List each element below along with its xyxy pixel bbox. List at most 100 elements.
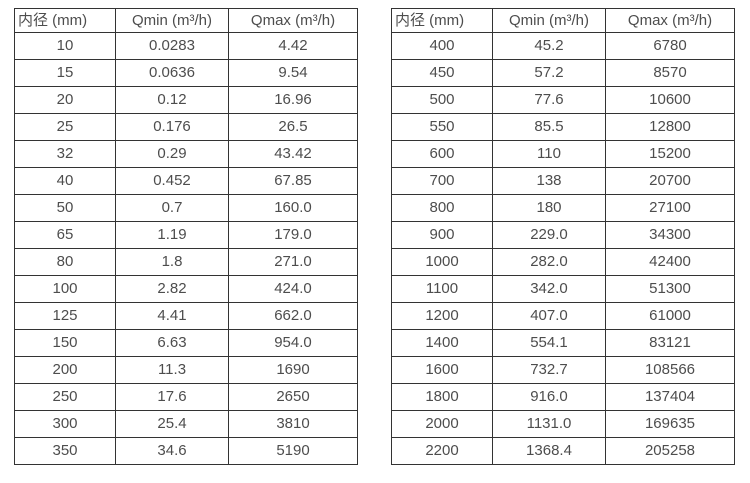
table-cell-diameter: 1600: [391, 356, 493, 384]
table-cell-qmin: 85.5: [492, 113, 606, 141]
table-row: 50 0.7 160.0: [14, 194, 358, 222]
table-row: 25 0.176 26.5: [14, 113, 358, 141]
table-cell-diameter: 125: [14, 302, 116, 330]
table-cell-qmin: 57.2: [492, 59, 606, 87]
table-cell-diameter: 32: [14, 140, 116, 168]
table-cell-qmin: 2.82: [115, 275, 229, 303]
table-row: 600 110 15200: [391, 140, 735, 168]
table-cell-diameter: 1400: [391, 329, 493, 357]
table-cell-qmax: 3810: [228, 410, 358, 438]
table-cell-qmin: 554.1: [492, 329, 606, 357]
table-cell-diameter: 300: [14, 410, 116, 438]
table-row: 450 57.2 8570: [391, 59, 735, 87]
table-cell-qmin: 4.41: [115, 302, 229, 330]
table-cell-diameter: 350: [14, 437, 116, 465]
table-row: 1000 282.0 42400: [391, 248, 735, 276]
table-row: 10 0.0283 4.42: [14, 32, 358, 60]
table-row: 900 229.0 34300: [391, 221, 735, 249]
table-cell-qmin: 0.0283: [115, 32, 229, 60]
table-cell-qmax: 169635: [605, 410, 735, 438]
header-cell-qmin: Qmin (m³/h): [115, 8, 229, 33]
table-row: 300 25.4 3810: [14, 410, 358, 438]
table-cell-diameter: 1800: [391, 383, 493, 411]
header-row: 内径 (mm) Qmin (m³/h) Qmax (m³/h): [14, 8, 358, 33]
table-cell-diameter: 500: [391, 86, 493, 114]
table-cell-qmax: 42400: [605, 248, 735, 276]
table-cell-diameter: 20: [14, 86, 116, 114]
header-cell-diameter: 内径 (mm): [14, 8, 116, 33]
table-cell-qmin: 6.63: [115, 329, 229, 357]
table-cell-diameter: 65: [14, 221, 116, 249]
table-cell-diameter: 40: [14, 167, 116, 195]
table-cell-qmax: 424.0: [228, 275, 358, 303]
table-cell-qmax: 8570: [605, 59, 735, 87]
table-cell-qmax: 27100: [605, 194, 735, 222]
table-cell-qmin: 0.176: [115, 113, 229, 141]
table-cell-qmax: 10600: [605, 86, 735, 114]
table-cell-qmin: 138: [492, 167, 606, 195]
table-row: 800 180 27100: [391, 194, 735, 222]
table-cell-qmax: 179.0: [228, 221, 358, 249]
table-cell-qmin: 0.7: [115, 194, 229, 222]
flow-table-small-diameters: 内径 (mm) Qmin (m³/h) Qmax (m³/h) 10 0.0283 4.4…: [14, 8, 358, 465]
header-cell-diameter: 内径 (mm): [391, 8, 493, 33]
table-row: 1100 342.0 51300: [391, 275, 735, 303]
table-cell-qmax: 61000: [605, 302, 735, 330]
table-cell-qmin: 916.0: [492, 383, 606, 411]
table-cell-diameter: 10: [14, 32, 116, 60]
table-cell-qmin: 0.29: [115, 140, 229, 168]
table-cell-qmax: 9.54: [228, 59, 358, 87]
table-row: 150 6.63 954.0: [14, 329, 358, 357]
table-cell-qmax: 1690: [228, 356, 358, 384]
header-cell-qmax: Qmax (m³/h): [228, 8, 358, 33]
header-cell-qmin: Qmin (m³/h): [492, 8, 606, 33]
table-row: 1600 732.7 108566: [391, 356, 735, 384]
table-cell-qmin: 732.7: [492, 356, 606, 384]
table-cell-diameter: 15: [14, 59, 116, 87]
table-cell-qmin: 1368.4: [492, 437, 606, 465]
table-cell-qmin: 11.3: [115, 356, 229, 384]
table-cell-qmin: 0.12: [115, 86, 229, 114]
table-cell-qmin: 180: [492, 194, 606, 222]
table-cell-qmin: 77.6: [492, 86, 606, 114]
table-cell-qmin: 17.6: [115, 383, 229, 411]
table-cell-qmax: 15200: [605, 140, 735, 168]
table-cell-qmin: 0.452: [115, 167, 229, 195]
table-cell-qmax: 271.0: [228, 248, 358, 276]
table-cell-diameter: 400: [391, 32, 493, 60]
table-cell-qmin: 229.0: [492, 221, 606, 249]
table-cell-qmax: 2650: [228, 383, 358, 411]
table-row: 125 4.41 662.0: [14, 302, 358, 330]
table-cell-qmax: 20700: [605, 167, 735, 195]
table-cell-qmax: 5190: [228, 437, 358, 465]
table-row: 2200 1368.4 205258: [391, 437, 735, 465]
table-cell-diameter: 450: [391, 59, 493, 87]
flow-table-large-diameters: 内径 (mm) Qmin (m³/h) Qmax (m³/h) 400 45.2 6780…: [391, 8, 735, 465]
table-cell-qmin: 342.0: [492, 275, 606, 303]
header-row: 内径 (mm) Qmin (m³/h) Qmax (m³/h): [391, 8, 735, 33]
table-row: 550 85.5 12800: [391, 113, 735, 141]
table-cell-qmax: 43.42: [228, 140, 358, 168]
table-cell-qmin: 34.6: [115, 437, 229, 465]
table-row: 80 1.8 271.0: [14, 248, 358, 276]
table-cell-qmax: 205258: [605, 437, 735, 465]
table-cell-diameter: 550: [391, 113, 493, 141]
table-cell-diameter: 50: [14, 194, 116, 222]
table-row: 100 2.82 424.0: [14, 275, 358, 303]
table-row: 700 138 20700: [391, 167, 735, 195]
table-cell-qmax: 137404: [605, 383, 735, 411]
table-cell-qmin: 0.0636: [115, 59, 229, 87]
header-cell-qmax: Qmax (m³/h): [605, 8, 735, 33]
table-row: 200 11.3 1690: [14, 356, 358, 384]
table-cell-qmax: 26.5: [228, 113, 358, 141]
tables-container: 内径 (mm) Qmin (m³/h) Qmax (m³/h) 10 0.0283 4.4…: [14, 8, 735, 465]
table-cell-diameter: 2000: [391, 410, 493, 438]
table-cell-qmin: 1.19: [115, 221, 229, 249]
table-cell-qmax: 83121: [605, 329, 735, 357]
table-cell-diameter: 2200: [391, 437, 493, 465]
table-cell-diameter: 1100: [391, 275, 493, 303]
table-cell-qmax: 34300: [605, 221, 735, 249]
table-cell-diameter: 600: [391, 140, 493, 168]
table-cell-qmin: 45.2: [492, 32, 606, 60]
table-cell-qmin: 25.4: [115, 410, 229, 438]
